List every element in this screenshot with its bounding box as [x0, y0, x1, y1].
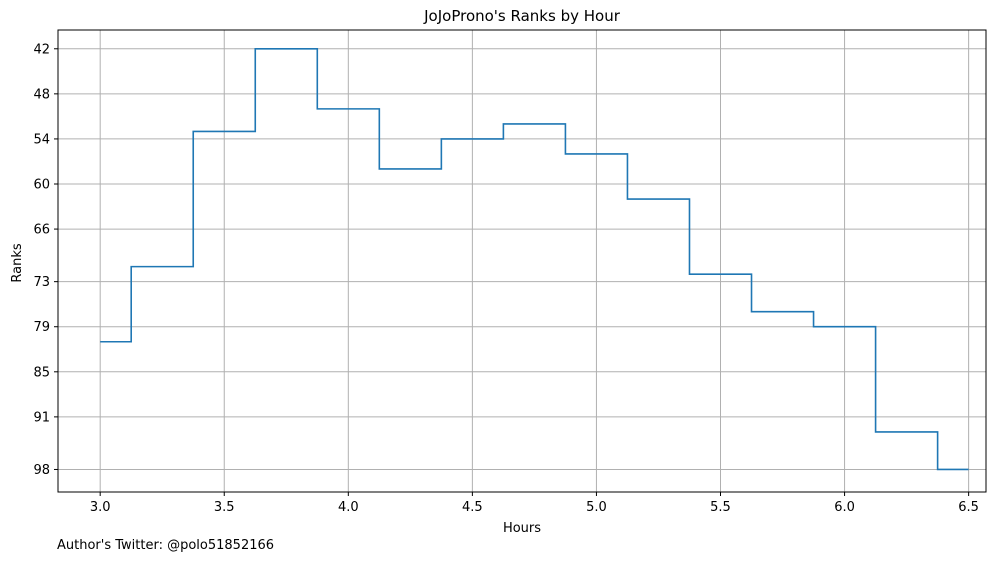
x-tick-label: 6.5 — [958, 500, 979, 515]
x-tick-label: 6.0 — [834, 500, 855, 515]
x-axis-label: Hours — [503, 521, 541, 536]
y-tick-label: 73 — [33, 275, 50, 290]
plot-frame — [57, 29, 987, 493]
x-axis-ticks: 3.0 3.5 4.0 4.5 5.0 5.5 6.0 6.5 — [90, 492, 979, 515]
y-tick-label: 79 — [33, 320, 50, 335]
x-tick-label: 4.0 — [338, 500, 359, 515]
y-tick-label: 85 — [33, 365, 50, 380]
y-tick-label: 91 — [33, 410, 50, 425]
x-tick-label: 5.5 — [710, 500, 731, 515]
y-tick-label: 42 — [33, 42, 50, 57]
x-tick-label: 5.0 — [586, 500, 607, 515]
x-tick-label: 4.5 — [462, 500, 483, 515]
chart-title: JoJoProno's Ranks by Hour — [423, 7, 621, 25]
y-tick-label: 48 — [33, 87, 50, 102]
y-axis-ticks: 42 48 54 60 66 73 79 85 91 98 — [33, 42, 58, 478]
x-tick-label: 3.0 — [90, 500, 111, 515]
grid — [58, 30, 986, 492]
x-tick-label: 3.5 — [214, 500, 235, 515]
y-tick-label: 54 — [33, 132, 50, 147]
author-credit: Author's Twitter: @polo51852166 — [57, 538, 275, 553]
series-layer — [100, 47, 969, 471]
y-tick-label: 60 — [33, 178, 50, 193]
rank-step-line — [100, 47, 969, 471]
y-tick-label: 98 — [33, 463, 50, 478]
y-tick-label: 66 — [33, 223, 50, 238]
y-axis-label: Ranks — [10, 243, 25, 282]
